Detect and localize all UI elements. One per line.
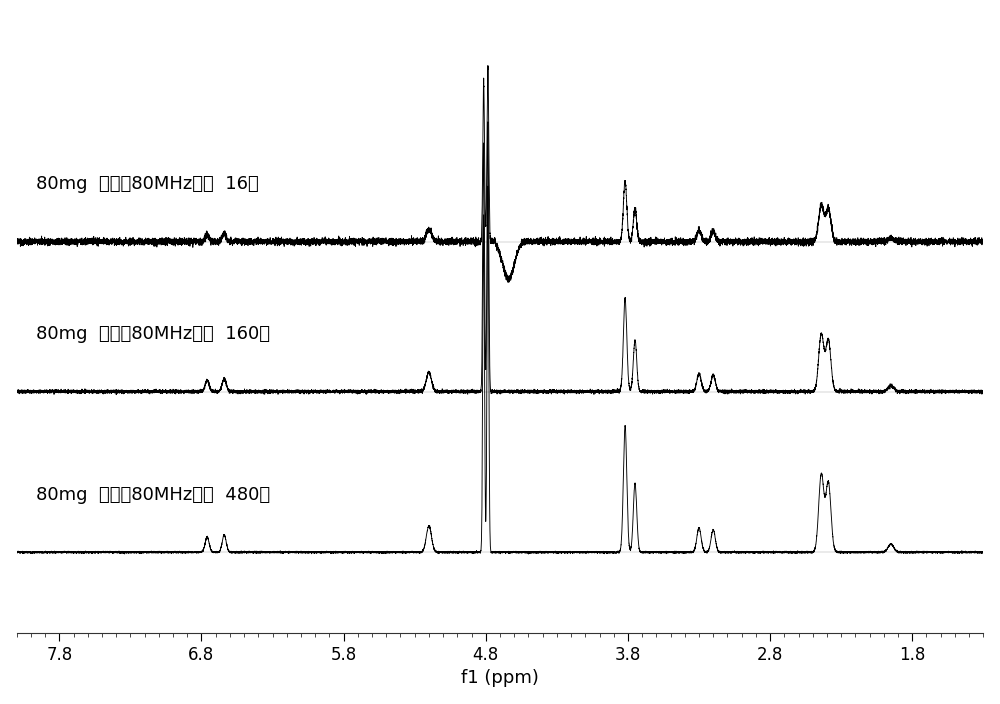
Text: 80mg  可待因80MHz氢谱  480次: 80mg 可待因80MHz氢谱 480次 — [36, 486, 270, 504]
Text: 80mg  可待因80MHz氢谱  160次: 80mg 可待因80MHz氢谱 160次 — [36, 325, 270, 344]
X-axis label: f1 (ppm): f1 (ppm) — [461, 670, 539, 687]
Text: 80mg  可待因80MHz氢谱  16次: 80mg 可待因80MHz氢谱 16次 — [36, 175, 259, 194]
